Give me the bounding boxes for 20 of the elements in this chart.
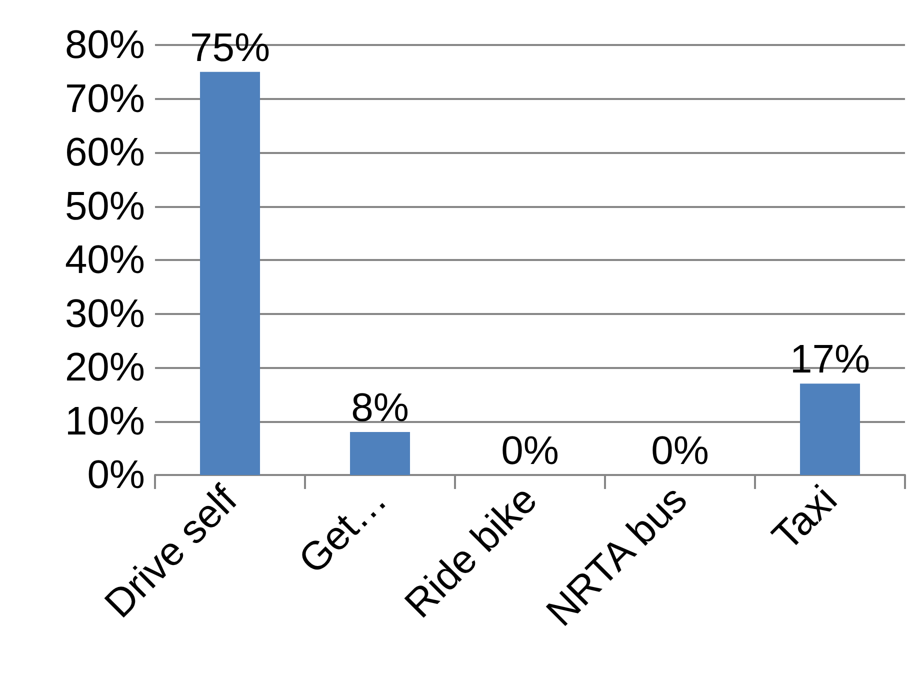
y-tick-label: 80%: [64, 23, 145, 67]
bar: [350, 432, 410, 475]
data-label: 0%: [651, 429, 709, 473]
x-tick-label: Taxi: [764, 477, 846, 559]
y-tick-label: 50%: [64, 184, 145, 228]
y-tick-label: 20%: [64, 346, 145, 390]
y-tick-label: 40%: [64, 238, 145, 282]
x-tick-label: Ride bike: [396, 477, 546, 626]
y-tick-label: 0%: [87, 453, 145, 497]
y-tick-label: 30%: [64, 292, 145, 336]
data-label: 75%: [190, 26, 270, 70]
data-label: 17%: [790, 338, 870, 382]
bar: [800, 384, 860, 475]
bar: [200, 72, 260, 475]
y-tick-label: 70%: [64, 76, 145, 121]
x-tick-label: Get…: [290, 477, 396, 582]
y-tick-label: 10%: [64, 399, 145, 444]
data-label: 0%: [501, 429, 559, 473]
y-tick-label: 60%: [64, 130, 145, 174]
data-label: 8%: [351, 386, 409, 430]
